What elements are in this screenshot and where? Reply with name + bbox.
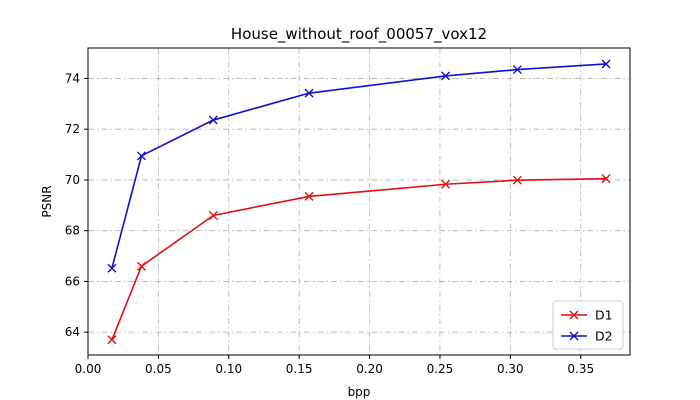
data-point	[304, 88, 314, 98]
plot-frame	[87, 47, 631, 356]
x-tick-label: 0.15	[286, 362, 313, 376]
x-tick-label: 0.20	[356, 362, 383, 376]
y-tick-label: 68	[65, 224, 80, 238]
data-point	[601, 174, 611, 184]
legend-item-d1: D1	[561, 308, 613, 323]
y-tick-label: 74	[65, 71, 80, 85]
y-tick-label: 70	[65, 173, 80, 187]
data-point	[441, 71, 451, 81]
data-point	[441, 179, 451, 189]
data-point	[208, 210, 218, 220]
data-point	[137, 261, 146, 271]
data-point	[107, 335, 117, 345]
data-point	[208, 115, 218, 125]
x-tick-label: 0.10	[215, 362, 242, 376]
x-axis-title: bpp	[348, 385, 371, 399]
data-point	[601, 59, 611, 69]
series-d2	[107, 59, 611, 273]
y-tick-label: 72	[65, 122, 80, 136]
axis-ticks: 0.00 0.05 0.10 0.15 0.20 0.25 0.30 0.35 64 66 68 70…	[65, 71, 594, 376]
x-tick-label: 0.35	[567, 362, 594, 376]
chart-title: House_without_roof_00057_vox12	[231, 25, 487, 44]
data-point	[512, 65, 522, 75]
legend-item-d2: D2	[561, 329, 613, 344]
y-tick-label: 64	[65, 325, 80, 339]
x-tick-label: 0.30	[497, 362, 524, 376]
y-axis-title: PSNR	[40, 185, 54, 217]
series-layer	[107, 59, 611, 345]
x-tick-label: 0.05	[145, 362, 172, 376]
data-point	[137, 151, 146, 161]
series-d1	[107, 174, 611, 345]
x-tick-label: 0.00	[75, 362, 102, 376]
legend-label: D1	[595, 308, 613, 323]
x-tick-label: 0.25	[427, 362, 454, 376]
legend-box	[552, 300, 624, 350]
legend-label: D2	[595, 329, 613, 344]
data-point	[107, 263, 117, 273]
y-tick-label: 66	[65, 274, 80, 288]
data-point	[512, 175, 522, 185]
data-point	[304, 191, 314, 201]
